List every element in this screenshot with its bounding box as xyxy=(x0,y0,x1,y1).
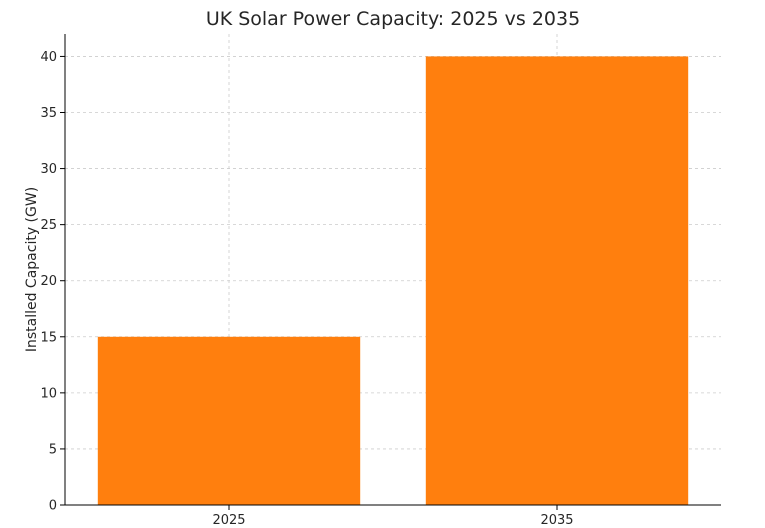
y-ticks: 0 5 10 15 20 25 30 35 40 xyxy=(40,50,65,514)
bar-2035 xyxy=(425,56,689,506)
y-tick-label: 10 xyxy=(40,386,57,401)
y-tick-label: 20 xyxy=(40,274,57,289)
y-tick-label: 30 xyxy=(40,162,57,177)
x-tick-label: 2025 xyxy=(212,513,245,524)
y-tick-label: 25 xyxy=(40,218,57,233)
y-tick-label: 15 xyxy=(40,330,57,345)
bar-2025 xyxy=(97,336,361,505)
x-tick-label: 2035 xyxy=(540,513,573,524)
y-tick-label: 0 xyxy=(49,499,57,514)
y-tick-label: 40 xyxy=(40,50,57,65)
x-ticks: 2025 2035 xyxy=(212,505,574,528)
y-tick-label: 35 xyxy=(40,106,57,121)
bars-layer xyxy=(97,56,689,506)
y-axis-label: Installed Capacity (GW) xyxy=(24,187,40,352)
chart-title: UK Solar Power Capacity: 2025 vs 2035 xyxy=(206,8,580,30)
y-tick-label: 5 xyxy=(49,442,57,457)
